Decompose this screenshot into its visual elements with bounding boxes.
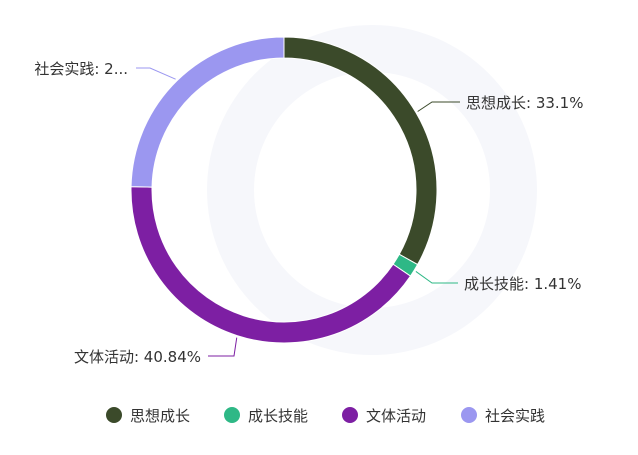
legend-item-3[interactable]: 文体活动 bbox=[342, 407, 426, 425]
legend-label-3: 文体活动 bbox=[366, 407, 426, 425]
legend-swatch-2 bbox=[224, 407, 240, 423]
leader-line-2 bbox=[415, 271, 458, 284]
legend: 思想成长 成长技能 文体活动 社会实践 bbox=[106, 407, 545, 425]
background-halo-inner bbox=[254, 72, 490, 308]
slice-label-3: 文体活动: 40.84% bbox=[74, 348, 201, 366]
legend-label-2: 成长技能 bbox=[248, 407, 308, 425]
legend-label-1: 思想成长 bbox=[130, 407, 190, 425]
leader-lines bbox=[136, 67, 460, 357]
slice-4[interactable] bbox=[130, 36, 285, 188]
slice-labels: 思想成长: 33.1% 成长技能: 1.41% 文体活动: 40.84% 社会实践: … bbox=[34, 60, 583, 366]
leader-line-3 bbox=[208, 337, 238, 357]
leader-line-4 bbox=[136, 67, 176, 80]
slices-group bbox=[130, 36, 438, 344]
legend-item-4[interactable]: 社会实践 bbox=[461, 407, 545, 425]
legend-swatch-3 bbox=[342, 407, 358, 423]
leader-line-1 bbox=[417, 101, 460, 112]
legend-label-4: 社会实践 bbox=[485, 407, 545, 425]
legend-swatch-1 bbox=[106, 407, 122, 423]
slice-label-1: 思想成长: 33.1% bbox=[466, 94, 583, 112]
legend-item-2[interactable]: 成长技能 bbox=[224, 407, 308, 425]
legend-swatch-4 bbox=[461, 407, 477, 423]
slice-label-4: 社会实践: 2... bbox=[34, 60, 128, 78]
slice-label-2: 成长技能: 1.41% bbox=[464, 275, 581, 293]
legend-item-1[interactable]: 思想成长 bbox=[106, 407, 190, 425]
